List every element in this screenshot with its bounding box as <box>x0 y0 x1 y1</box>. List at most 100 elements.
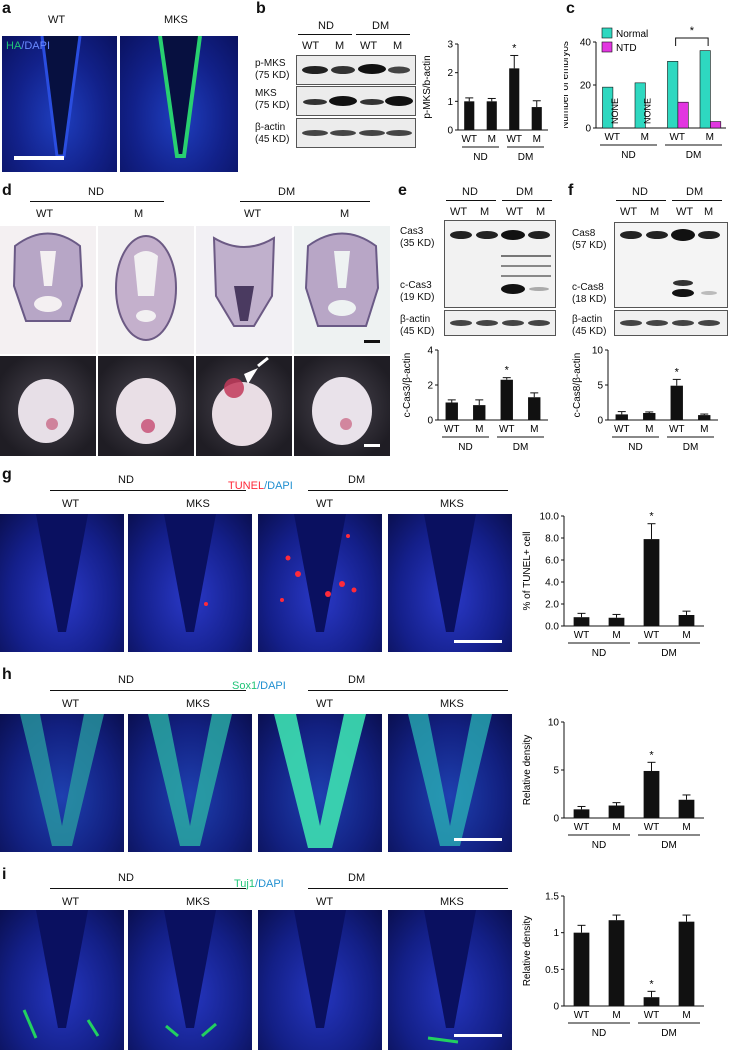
panel-label-e: e <box>398 182 407 199</box>
image-a-wt <box>2 36 117 172</box>
annotation-none: NONE <box>643 98 653 124</box>
g-group-dm: DM <box>348 474 366 486</box>
y-tick-label: 0.0 <box>545 622 559 633</box>
h-group-dm: DM <box>348 674 366 686</box>
chart-i: 0 0.5 1 1.5 Relative density * WT M WT M ND DM <box>522 892 704 1039</box>
d-lane-1: WT <box>36 208 54 220</box>
image-h-3 <box>258 714 382 852</box>
e-group-nd: ND <box>462 186 478 198</box>
image-g-1 <box>0 514 124 652</box>
stain-ha-label: HA <box>6 40 22 52</box>
group-label: ND <box>458 442 472 453</box>
e-lane-3: WT <box>506 206 524 218</box>
legend-swatch <box>601 41 613 53</box>
f-row-1-label: Cas8 (57 KD) <box>572 228 607 251</box>
annotation-none: NONE <box>610 98 620 124</box>
x-tick-label: M <box>475 424 483 435</box>
f-group-nd: ND <box>632 186 648 198</box>
f-group-dm: DM <box>686 186 704 198</box>
blot-f-cas8 <box>614 222 728 308</box>
i-lane-2: MKS <box>186 896 210 908</box>
significance-mark: * <box>649 978 654 990</box>
y-tick-label: 5 <box>597 381 603 392</box>
blot-e-actin <box>444 310 556 336</box>
y-axis-label: % of TUNEL+ cell <box>522 531 533 610</box>
panel-label-h: h <box>2 666 12 683</box>
group-label: DM <box>686 150 702 161</box>
group-label: ND <box>592 1028 606 1039</box>
x-tick-label: M <box>612 1010 620 1021</box>
bar <box>608 617 625 626</box>
h-lane-1: WT <box>62 698 80 710</box>
y-tick-label: 0 <box>427 416 433 427</box>
y-axis-label: Number of embryos <box>564 41 571 129</box>
x-tick-label: WT <box>506 134 522 145</box>
d-lane-2: M <box>134 208 144 220</box>
group-label: DM <box>683 442 699 453</box>
embryo-d-1 <box>0 356 96 456</box>
bar <box>608 920 625 1006</box>
scale-bar <box>454 838 502 841</box>
h-lane-2: MKS <box>186 698 210 710</box>
b-group-nd: ND <box>318 20 334 32</box>
section-d-3 <box>196 226 292 354</box>
blot-b-mks <box>296 86 416 116</box>
bar <box>500 379 513 420</box>
x-tick-label: M <box>700 424 708 435</box>
i-lane-1: WT <box>62 896 80 908</box>
y-tick-label: 20 <box>580 81 592 92</box>
x-tick-label: M <box>641 132 649 143</box>
e-row-2-label: c-Cas3 (19 KD) <box>400 280 435 303</box>
bar <box>678 615 695 626</box>
bar <box>608 805 625 818</box>
f-lane-2: M <box>650 206 660 218</box>
panel-label-c: c <box>566 0 575 17</box>
bar <box>643 770 660 818</box>
significance-bracket <box>675 37 709 46</box>
y-tick-label: 8.0 <box>545 534 559 545</box>
bar <box>509 68 520 130</box>
chart-c: 0 20 40 Number of embryos NONE NONE Normal NTD *… <box>564 25 726 161</box>
significance-mark: * <box>512 42 517 54</box>
group-label: ND <box>592 840 606 851</box>
image-a-wt-svg <box>14 36 82 160</box>
bar <box>667 61 679 129</box>
y-axis-label: c-Cas3/β-actin <box>402 353 413 418</box>
i-group-dm: DM <box>348 872 366 884</box>
y-tick-label: 1.5 <box>545 892 559 903</box>
image-g-4 <box>388 514 512 652</box>
scale-bar <box>14 156 64 160</box>
y-tick-label: 0 <box>447 126 453 137</box>
significance-mark: * <box>649 749 654 761</box>
y-tick-label: 4 <box>427 346 433 357</box>
x-tick-label: WT <box>644 822 660 833</box>
embryo-d-2 <box>98 356 194 456</box>
bar <box>615 414 628 420</box>
y-tick-label: 0 <box>553 814 559 825</box>
y-tick-label: 3 <box>447 40 453 51</box>
bar <box>445 402 458 420</box>
e-group-dm: DM <box>516 186 534 198</box>
group-label: ND <box>621 150 635 161</box>
d-group-nd: ND <box>88 186 104 198</box>
y-axis-label: c-Cas8/β-actin <box>572 353 583 418</box>
x-tick-label: M <box>706 132 714 143</box>
y-tick-label: 0 <box>553 1002 559 1013</box>
x-tick-label: M <box>612 630 620 641</box>
panel-label-i: i <box>2 866 7 883</box>
scale-bar <box>454 1034 502 1037</box>
g-lane-3: WT <box>316 498 334 510</box>
chart-h: 0 5 10 Relative density * WT M WT M ND DM <box>522 718 704 851</box>
x-tick-label: WT <box>669 424 685 435</box>
image-i-3 <box>258 910 382 1050</box>
x-tick-label: WT <box>574 630 590 641</box>
panel-label-d: d <box>2 182 12 199</box>
image-g-3 <box>258 514 382 652</box>
b-row-2-label: MKS (75 KD) <box>255 88 290 111</box>
x-tick-label: WT <box>574 822 590 833</box>
bar <box>634 82 646 129</box>
x-tick-label: M <box>682 822 690 833</box>
bar <box>573 809 590 818</box>
e-lane-4: M <box>536 206 546 218</box>
panel-label-f: f <box>568 182 574 199</box>
